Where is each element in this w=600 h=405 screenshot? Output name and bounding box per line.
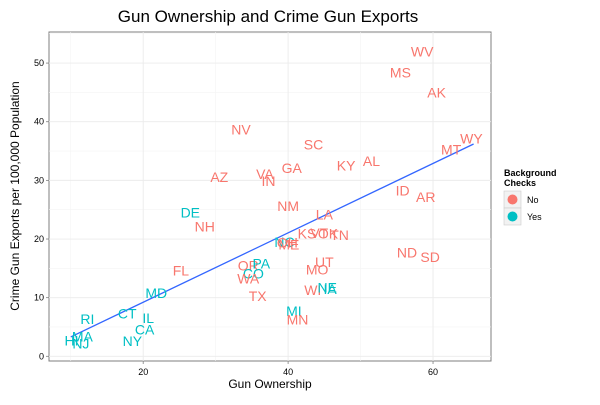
- data-point-label: WY: [460, 131, 483, 147]
- y-tick-label: 40: [34, 117, 44, 127]
- y-tick-label: 0: [39, 351, 44, 361]
- data-point-label: NM: [277, 198, 299, 214]
- data-point-label: VA: [256, 166, 274, 182]
- data-point-label: SC: [304, 137, 323, 153]
- data-point-label: LA: [316, 206, 334, 222]
- data-point-label: MD: [145, 285, 167, 301]
- data-point-label: NV: [231, 121, 251, 137]
- data-point-label: HI: [64, 332, 78, 348]
- data-point-label: AK: [427, 84, 446, 100]
- y-axis-ticks: 0 10 20 30 40 50: [34, 58, 49, 361]
- legend-label-yes: Yes: [527, 212, 542, 222]
- data-point-label: GA: [282, 160, 303, 176]
- data-point-label: WV: [411, 43, 434, 59]
- data-point-label: NC: [274, 234, 294, 250]
- legend-title-line2: Checks: [504, 178, 536, 188]
- data-point-label: MO: [306, 262, 329, 278]
- data-point-label: TN: [330, 227, 349, 243]
- data-point-label: KS: [298, 226, 317, 242]
- data-point-label: WA: [237, 270, 260, 286]
- data-point-label: AL: [363, 153, 380, 169]
- data-point-label: IA: [324, 281, 338, 297]
- data-point-label: ND: [397, 245, 417, 261]
- y-axis-title: Crime Gun Exports per 100,000 Population: [8, 81, 22, 310]
- y-tick-label: 20: [34, 234, 44, 244]
- data-point-label: KY: [337, 158, 356, 174]
- data-point-label: AR: [416, 189, 435, 205]
- data-point-label: OH: [277, 235, 298, 251]
- data-point-label: NE: [318, 280, 337, 296]
- data-point-label: VT: [310, 225, 328, 241]
- chart-title: Gun Ownership and Crime Gun Exports: [118, 7, 418, 26]
- data-point-label: OK: [318, 226, 339, 242]
- x-axis-title: Gun Ownership: [228, 377, 312, 391]
- grid-lines: [49, 32, 491, 361]
- data-point-label: ME: [278, 236, 299, 252]
- trend-line: [70, 143, 474, 338]
- data-point-label: CT: [118, 305, 137, 321]
- data-point-label: MS: [390, 64, 411, 80]
- y-tick-label: 50: [34, 58, 44, 68]
- y-tick-label: 30: [34, 175, 44, 185]
- data-point-label: SD: [420, 249, 439, 265]
- x-axis-ticks: 20 40 60: [138, 361, 438, 377]
- data-point-label: FL: [173, 263, 190, 279]
- data-point-label: ID: [396, 182, 410, 198]
- data-point-label: OR: [238, 257, 259, 273]
- legend-label-no: No: [527, 195, 539, 205]
- trend-line-layer: [70, 143, 474, 338]
- legend-key-no-dot: [507, 194, 518, 205]
- x-tick-label: 40: [283, 367, 293, 377]
- legend-key-yes-dot: [507, 211, 518, 222]
- x-tick-label: 60: [428, 367, 438, 377]
- data-point-label: CA: [135, 321, 155, 337]
- x-tick-label: 20: [138, 367, 148, 377]
- data-point-label: CO: [243, 266, 264, 282]
- data-point-label: MN: [287, 311, 309, 327]
- data-point-label: MT: [441, 141, 462, 157]
- data-point-label: DE: [181, 205, 200, 221]
- data-point-label: AZ: [210, 169, 228, 185]
- legend: Background Checks No Yes: [503, 168, 557, 226]
- data-point-label: RI: [80, 311, 94, 327]
- data-point-label: MI: [286, 303, 302, 319]
- data-point-label: WI: [304, 282, 321, 298]
- data-point-label: MA: [72, 328, 94, 344]
- data-point-label: PA: [252, 256, 270, 272]
- data-point-label: NY: [123, 333, 143, 349]
- data-point-label: UT: [315, 254, 334, 270]
- data-point-label: NJ: [72, 335, 89, 351]
- legend-title-line1: Background: [504, 168, 557, 178]
- data-point-label: TX: [249, 288, 268, 304]
- y-tick-label: 10: [34, 293, 44, 303]
- data-point-label: IL: [142, 310, 154, 326]
- data-point-label: NH: [195, 219, 215, 235]
- plot-panel: [48, 31, 492, 362]
- data-point-label: IN: [262, 173, 276, 189]
